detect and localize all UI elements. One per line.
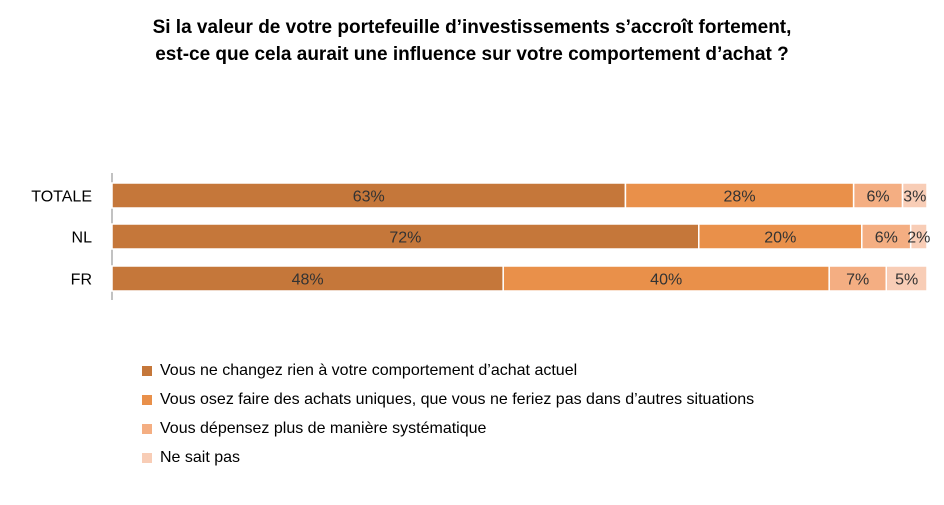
data-label-nl-2: 20% [764, 230, 796, 247]
legend-item-2: Vous osez faire des achats uniques, que … [142, 385, 754, 414]
legend-swatch [142, 452, 152, 463]
data-label-totale-3: 6% [867, 189, 890, 206]
data-label-fr-2: 40% [650, 272, 682, 289]
legend-swatch [142, 423, 152, 434]
bar-segment-totale-1 [111, 182, 627, 209]
bar-segment-nl-4 [909, 223, 928, 250]
data-label-nl-4: 2% [907, 230, 930, 247]
data-label-totale-4: 3% [903, 189, 926, 206]
bar-segment-fr-1 [111, 265, 504, 292]
chart-legend: Vous ne changez rien à votre comportemen… [142, 356, 754, 472]
chart-title-block: Si la valeur de votre portefeuille d’inv… [0, 14, 944, 68]
legend-swatch [142, 365, 152, 376]
bar-segment-totale-4 [901, 182, 928, 209]
bar-segment-totale-2 [624, 182, 855, 209]
bar-segment-nl-2 [698, 223, 863, 250]
data-label-nl-3: 6% [875, 230, 898, 247]
chart-title: Si la valeur de votre portefeuille d’inv… [152, 17, 792, 38]
legend-swatch [142, 394, 152, 405]
legend-label: Vous ne changez rien à votre comportemen… [160, 361, 578, 379]
legend-label: Ne sait pas [160, 448, 241, 466]
bar-segment-nl-3 [861, 223, 912, 250]
legend-item-3: Vous dépensez plus de manière systématiq… [142, 414, 754, 443]
legend-item-4: Ne sait pas [142, 443, 754, 472]
bar-segment-fr-3 [828, 265, 888, 292]
category-label-nl: NL [72, 230, 93, 247]
bar-segment-nl-1 [111, 223, 700, 250]
legend-item-1: Vous ne changez rien à votre comportemen… [142, 356, 754, 385]
data-label-totale-1: 63% [353, 189, 385, 206]
data-label-fr-1: 48% [292, 272, 324, 289]
data-label-fr-4: 5% [895, 272, 918, 289]
category-label-totale: TOTALE [31, 189, 92, 206]
legend-label: Vous osez faire des achats uniques, que … [160, 390, 755, 408]
chart-subtitle: est-ce que cela aurait une influence sur… [155, 44, 789, 65]
data-label-totale-2: 28% [724, 189, 756, 206]
data-label-fr-3: 7% [846, 272, 869, 289]
data-label-nl-1: 72% [389, 230, 421, 247]
legend-label: Vous dépensez plus de manière systématiq… [160, 419, 487, 437]
bar-segment-fr-4 [885, 265, 928, 292]
category-label-fr: FR [71, 272, 92, 289]
